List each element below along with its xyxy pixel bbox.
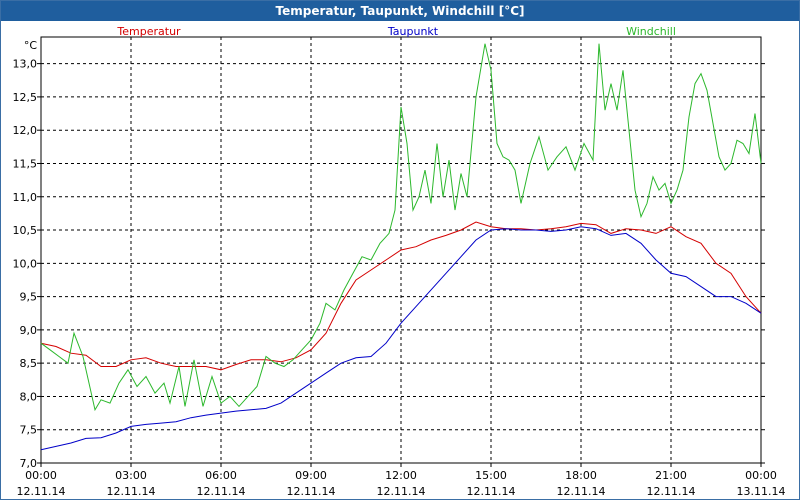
x-tick-label-date: 12.11.14 [197,485,246,498]
y-tick-label: 12,5 [13,91,38,104]
series-line-temperatur [40,221,762,371]
x-tick-label-date: 13.11.14 [737,485,786,498]
y-tick-label: 11,0 [13,191,38,204]
x-tick-label-time: 06:00 [205,469,237,482]
x-tick-label-time: 00:00 [25,469,57,482]
x-tick-label-date: 12.11.14 [377,485,426,498]
chart-title: Temperatur, Taupunkt, Windchill [°C] [1,1,799,21]
legend-label-temperatur: Temperatur [116,25,181,38]
x-tick-label-time: 03:00 [115,469,147,482]
y-tick-label: 7,5 [20,424,38,437]
legend-label-taupunkt: Taupunkt [387,25,439,38]
x-tick-label-time: 15:00 [475,469,507,482]
legend-label-windchill: Windchill [626,25,676,38]
y-tick-label: 7,0 [20,457,38,470]
y-axis-label: °C [24,39,38,52]
y-tick-label: 8,5 [20,357,38,370]
series-line-taupunkt [40,226,762,451]
series-line-windchill [40,43,762,412]
x-tick-label-time: 21:00 [655,469,687,482]
x-tick-label-date: 12.11.14 [107,485,156,498]
y-tick-label: 9,5 [20,291,38,304]
x-tick-label-date: 12.11.14 [287,485,336,498]
x-tick-label-date: 12.11.14 [647,485,696,498]
x-tick-label-time: 18:00 [565,469,597,482]
y-tick-label: 9,0 [20,324,38,337]
x-tick-label-time: 00:00 [745,469,777,482]
x-tick-label-time: 09:00 [295,469,327,482]
y-tick-label: 13,0 [13,58,38,71]
y-tick-label: 11,5 [13,157,38,170]
y-tick-label: 12,0 [13,124,38,137]
x-tick-label-date: 12.11.14 [17,485,66,498]
x-tick-label-date: 12.11.14 [557,485,606,498]
y-tick-label: 8,0 [20,390,38,403]
y-tick-label: 10,5 [13,224,38,237]
x-tick-label-date: 12.11.14 [467,485,516,498]
y-tick-label: 10,0 [13,257,38,270]
x-tick-label-time: 12:00 [385,469,417,482]
